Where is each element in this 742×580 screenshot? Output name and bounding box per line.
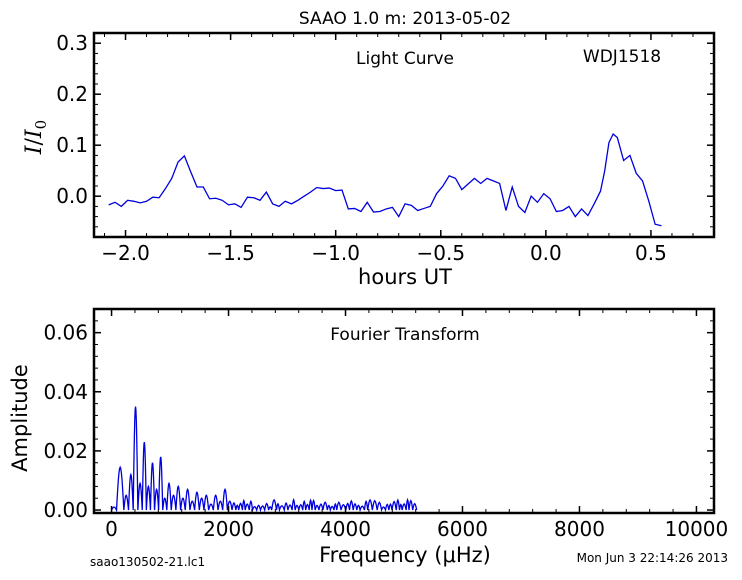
star-name-annotation: WDJ1518 bbox=[583, 47, 661, 67]
x-tick-label: 6000 bbox=[437, 517, 488, 541]
light-curve-title: Light Curve bbox=[356, 49, 454, 69]
fourier-ylabel: Amplitude bbox=[8, 364, 32, 472]
y-tick-label: 0.3 bbox=[56, 31, 88, 55]
x-tick-label: −1.0 bbox=[311, 241, 360, 265]
fourier-series bbox=[110, 406, 418, 513]
ylabel-slash: / bbox=[22, 137, 47, 145]
x-tick-label: −2.0 bbox=[101, 241, 150, 265]
x-tick-label: 0.0 bbox=[530, 241, 562, 265]
x-tick-label: 0.5 bbox=[635, 241, 667, 265]
light-curve-tick-labels: −2.0 −1.5 −1.0 −0.5 0.0 0.5 0.0 0.1 0.2 0.3 bbox=[56, 31, 667, 265]
y-tick-label: 0.02 bbox=[43, 439, 88, 463]
light-curve-series bbox=[108, 132, 662, 227]
ylabel-i0: I bbox=[22, 128, 47, 139]
x-tick-label: −0.5 bbox=[416, 241, 465, 265]
ylabel-i: I bbox=[22, 144, 47, 155]
x-tick-label: 4000 bbox=[320, 517, 371, 541]
figure-title: SAAO 1.0 m: 2013-05-02 bbox=[299, 9, 511, 29]
ylabel-subscript: 0 bbox=[32, 120, 50, 130]
fourier-xlabel: Frequency (μHz) bbox=[319, 543, 491, 567]
y-tick-label: 0.2 bbox=[56, 82, 88, 106]
y-tick-label: 0.1 bbox=[56, 133, 88, 157]
fourier-panel: 0 2000 4000 6000 8000 10000 0.00 0.02 0.04 0.06 F… bbox=[8, 307, 728, 567]
light-curve-ylabel: I/I0 bbox=[22, 120, 50, 155]
light-curve-line bbox=[108, 132, 662, 227]
x-tick-label: 0 bbox=[105, 517, 118, 541]
x-tick-label: −1.5 bbox=[206, 241, 255, 265]
x-tick-label: 10000 bbox=[665, 517, 729, 541]
x-tick-label: 8000 bbox=[554, 517, 605, 541]
light-curve-xlabel: hours UT bbox=[358, 265, 452, 289]
fourier-title: Fourier Transform bbox=[330, 325, 479, 345]
y-tick-label: 0.04 bbox=[43, 380, 88, 404]
light-curve-axes-frame bbox=[92, 31, 716, 239]
light-curve-panel: −2.0 −1.5 −1.0 −0.5 0.0 0.5 0.0 0.1 0.2 0.3 Light… bbox=[22, 31, 716, 289]
y-tick-label: 0.06 bbox=[43, 321, 88, 345]
fourier-line bbox=[110, 406, 418, 513]
y-tick-label: 0.00 bbox=[43, 498, 88, 522]
y-tick-label: 0.0 bbox=[56, 184, 88, 208]
fourier-tick-labels: 0 2000 4000 6000 8000 10000 0.00 0.02 0.04 0.06 bbox=[43, 321, 728, 541]
x-tick-label: 2000 bbox=[203, 517, 254, 541]
fourier-axes-frame bbox=[92, 307, 716, 515]
footer-timestamp: Mon Jun 3 22:14:26 2013 bbox=[577, 551, 728, 565]
svg-text:I/I0: I/I0 bbox=[22, 120, 50, 155]
footer-filename: saao130502-21.lc1 bbox=[90, 555, 205, 569]
